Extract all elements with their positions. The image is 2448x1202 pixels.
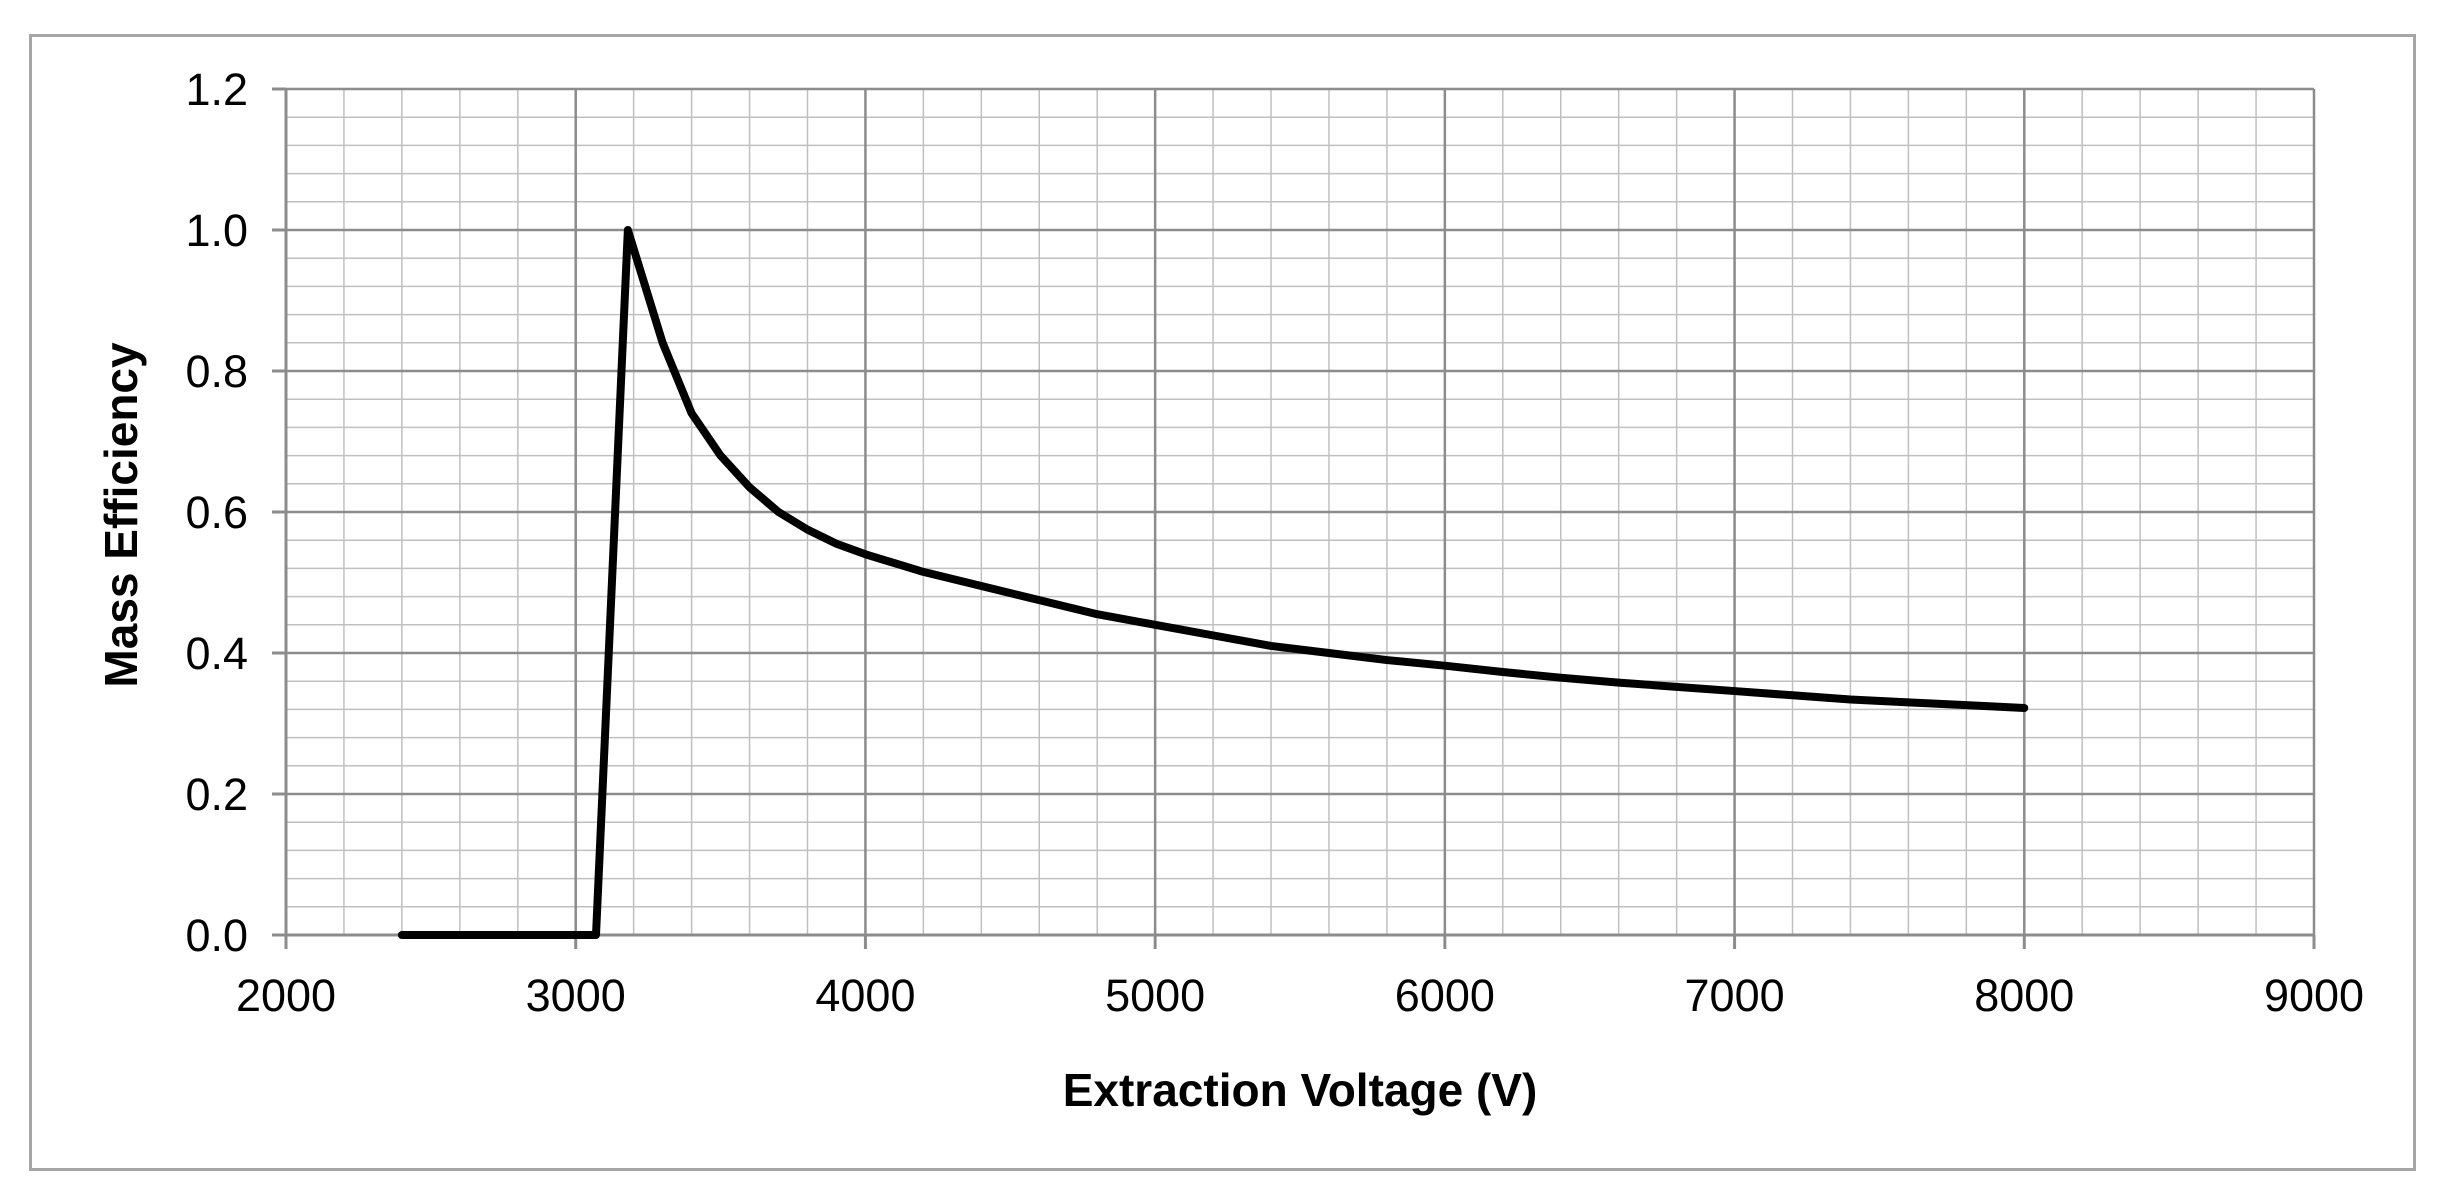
x-tick-label: 5000	[1105, 970, 1205, 1021]
y-axis-title: Mass Efficiency	[95, 342, 147, 688]
x-tick-label: 7000	[1685, 970, 1785, 1021]
y-tick-label: 0.8	[185, 346, 248, 397]
x-tick-label: 2000	[236, 970, 336, 1021]
y-tick-label: 0.6	[185, 487, 248, 538]
y-tick-label: 1.2	[185, 64, 248, 115]
series-group	[397, 226, 2029, 939]
y-tick-labels: 0.0 0.2 0.4 0.6 0.8 1.0 1.2	[185, 64, 248, 961]
x-tick-label: 4000	[815, 970, 915, 1021]
y-tick-label: 1.0	[185, 205, 248, 256]
chart-frame	[29, 34, 2416, 1171]
x-tick-label: 6000	[1395, 970, 1495, 1021]
y-tick-label: 0.4	[185, 628, 248, 679]
x-tick-labels: 2000 3000 4000 5000 6000 7000 8000 9000	[236, 970, 2364, 1021]
y-tick-label: 0.0	[185, 910, 248, 961]
x-tick-label: 8000	[1974, 970, 2074, 1021]
major-grid	[284, 87, 2316, 937]
x-axis-title: Extraction Voltage (V)	[1063, 1064, 1538, 1116]
x-tick-label: 9000	[2264, 970, 2364, 1021]
axes	[272, 87, 2316, 949]
y-tick-label: 0.2	[185, 769, 248, 820]
x-tick-label: 3000	[526, 970, 626, 1021]
